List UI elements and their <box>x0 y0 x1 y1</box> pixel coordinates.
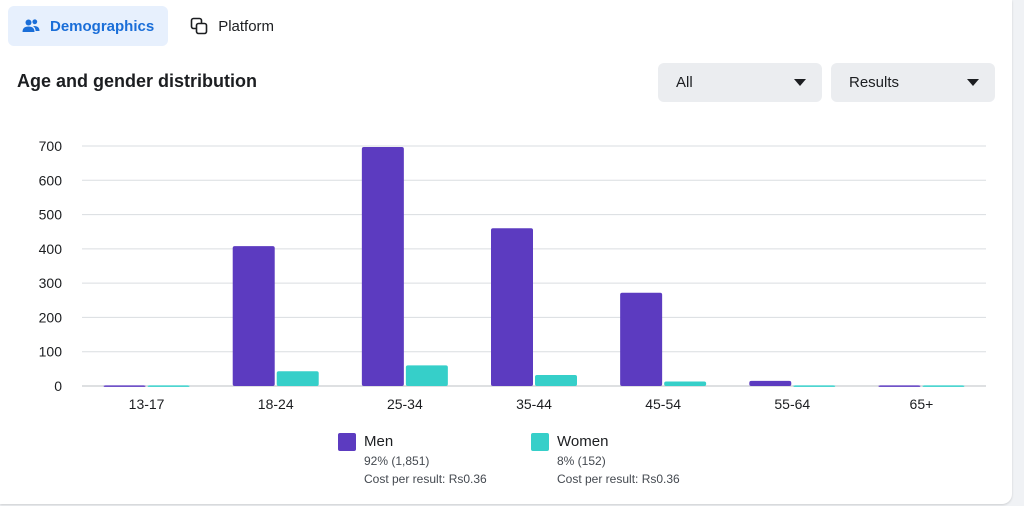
bar-women-35-44[interactable] <box>535 375 577 386</box>
bar-women-25-34[interactable] <box>405 365 448 386</box>
bar-men-13-17[interactable] <box>103 385 146 387</box>
bar-women-13-17[interactable] <box>147 385 190 387</box>
x-tick-label: 35-44 <box>516 396 552 412</box>
bar-women-65+[interactable] <box>922 385 965 387</box>
bar-men-55-64[interactable] <box>749 380 792 386</box>
women-swatch <box>531 433 549 451</box>
legend-men-name: Men <box>364 433 394 450</box>
legend-women-name: Women <box>557 433 609 450</box>
y-tick-label: 500 <box>39 207 63 223</box>
y-tick-label: 700 <box>39 138 63 154</box>
x-tick-label: 55-64 <box>774 396 810 412</box>
y-tick-label: 600 <box>39 172 63 188</box>
men-swatch <box>338 433 356 451</box>
overlapping-squares-icon <box>190 17 208 35</box>
y-tick-label: 0 <box>54 378 62 394</box>
y-tick-label: 200 <box>39 309 63 325</box>
age-gender-bar-chart: 0 100 200 300 400 500 600 700 13-17 18-24 25-34 35-… <box>39 138 986 412</box>
y-tick-label: 300 <box>39 275 63 291</box>
x-tick-label: 18-24 <box>258 396 294 412</box>
tab-demographics[interactable]: Demographics <box>8 6 169 46</box>
caret-down-icon <box>794 79 806 86</box>
metric-filter-value: Results <box>849 74 900 91</box>
bar-women-45-54[interactable] <box>664 381 707 386</box>
tab-demographics-label: Demographics <box>50 17 155 35</box>
bar-men-35-44[interactable] <box>491 228 533 386</box>
audience-filter-dropdown[interactable]: All <box>658 63 822 102</box>
bar-women-55-64[interactable] <box>793 385 836 387</box>
tab-platform[interactable]: Platform <box>176 6 288 46</box>
legend-women-cost: Cost per result: Rs0.36 <box>557 472 680 486</box>
x-tick-label: 13-17 <box>129 396 165 412</box>
legend-men-cost: Cost per result: Rs0.36 <box>364 472 487 486</box>
caret-down-icon <box>967 79 979 86</box>
tab-bar: Demographics Platform <box>8 6 288 46</box>
tab-platform-label: Platform <box>218 17 275 35</box>
metric-filter-dropdown[interactable]: Results <box>831 63 995 102</box>
x-tick-label: 25-34 <box>387 396 423 412</box>
y-tick-label: 400 <box>39 241 63 257</box>
section-title: Age and gender distribution <box>17 71 258 91</box>
bar-men-45-54[interactable] <box>620 292 663 386</box>
bar-men-25-34[interactable] <box>361 147 404 386</box>
x-tick-label: 45-54 <box>645 396 681 412</box>
bar-men-65+[interactable] <box>878 385 921 387</box>
legend-item-men[interactable]: Men 92% (1,851) Cost per result: Rs0.36 <box>338 432 487 488</box>
bar-men-18-24[interactable] <box>232 246 275 386</box>
legend-women-share: 8% (152) <box>557 454 606 468</box>
x-tick-label: 65+ <box>910 396 934 412</box>
bar-women-18-24[interactable] <box>276 371 319 386</box>
legend-item-women[interactable]: Women 8% (152) Cost per result: Rs0.36 <box>531 432 680 488</box>
y-tick-label: 100 <box>39 344 63 360</box>
legend-men-share: 92% (1,851) <box>364 454 430 468</box>
people-icon <box>22 18 40 34</box>
audience-filter-value: All <box>676 74 693 91</box>
